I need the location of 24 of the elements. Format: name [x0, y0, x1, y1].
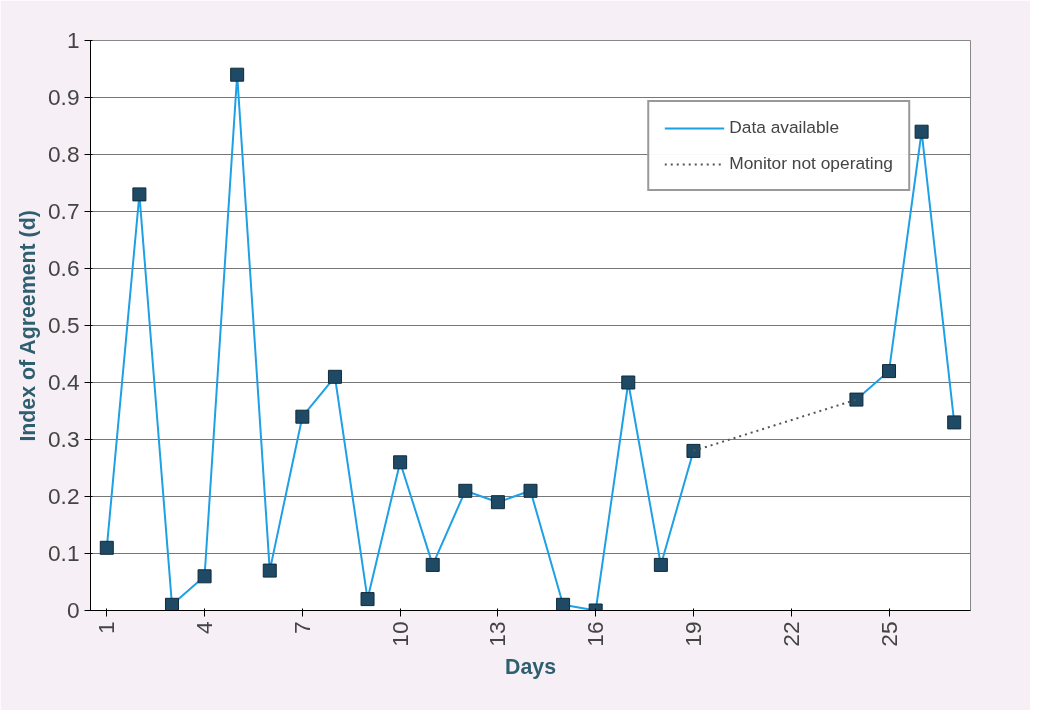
legend-label: Data available: [729, 117, 840, 138]
x-axis-title: Days: [505, 654, 557, 679]
x-tick-label: 7: [288, 621, 315, 635]
y-tick-label: 0.5: [48, 312, 80, 338]
y-tick-label: 0.9: [48, 84, 80, 110]
y-tick-label: 0.8: [48, 141, 80, 167]
y-tick-label: 0.3: [48, 426, 80, 452]
y-tick-label: 0.1: [48, 540, 80, 566]
x-tick-label: 13: [484, 621, 511, 647]
x-tick-label: 10: [386, 621, 413, 647]
x-tick-label: 1: [93, 621, 120, 635]
x-tick-label: 19: [679, 621, 706, 647]
y-tick-label: 0: [66, 597, 80, 623]
x-tick-label: 25: [875, 621, 902, 647]
x-tick-label: 4: [191, 621, 218, 635]
x-tick-label: 16: [582, 621, 609, 647]
y-axis-title: Index of Agreement (d): [16, 210, 40, 442]
y-tick-label: 0.7: [48, 198, 80, 224]
y-tick-label: 0.4: [48, 369, 80, 395]
y-tick-label: 0.6: [48, 255, 80, 281]
legend-label: Monitor not operating: [729, 153, 893, 174]
y-tick-label: 1: [66, 27, 80, 53]
x-tick-label: 22: [777, 621, 804, 647]
y-tick-label: 0.2: [48, 483, 80, 509]
